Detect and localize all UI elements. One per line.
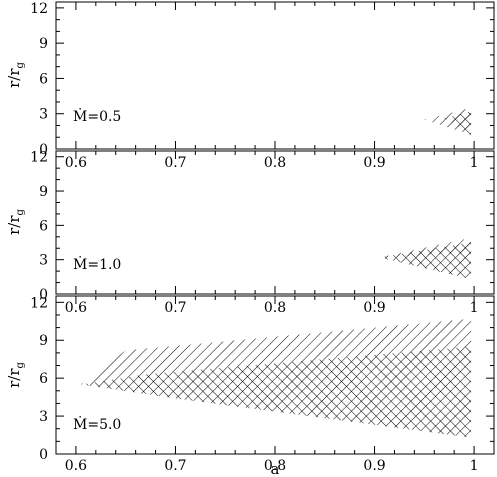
y-tick-label: 0 (39, 447, 48, 463)
svg-text:r/rg: r/rg (5, 209, 26, 235)
y-axis-label-panel-1: r/rg (5, 62, 26, 88)
y-tick-label: 0 (39, 142, 48, 158)
y-tick-label: 3 (39, 107, 48, 123)
y-tick-label: 12 (30, 295, 48, 311)
x-tick-label: 0.9 (363, 300, 385, 316)
y-axis-label-main: r/r (5, 68, 23, 88)
y-tick-label: 0 (39, 287, 48, 303)
hatched-region-cross (80, 346, 472, 438)
y-tick-label: 6 (39, 371, 48, 387)
y-tick-label: 3 (39, 253, 48, 269)
y-axis-label-panel-2: r/rg (5, 209, 26, 235)
panel-label-mdot-5-0: Ṁ=5.0 (73, 415, 121, 433)
x-tick-label: 1 (470, 155, 479, 171)
y-tick-label: 6 (39, 218, 48, 234)
hatched-region-cross (379, 242, 472, 280)
panel-mdot-0-5: 0 3 6 9 12 (30, 1, 495, 158)
panel-1-frame (55, 1, 495, 150)
x-tick-label: 0.9 (363, 155, 385, 171)
panel-mdot-5-0: 0 3 6 9 12 0.6 0.7 0.8 0.9 1 0.6 0.7 0.8 0.9 1 (30, 295, 495, 474)
hatched-region-cross (444, 111, 472, 135)
panel-mdot-1-0: 0 3 6 9 12 0.6 0.7 0.8 0.9 1 (30, 150, 495, 303)
y-axis-label-sub: g (15, 362, 26, 369)
x-tick-label-bottom: 0.8 (264, 458, 286, 474)
x-tick-label-bottom: 0.7 (164, 458, 186, 474)
y-axis-label-sub: g (15, 209, 26, 216)
y-axis-label-main: r/r (5, 215, 23, 235)
x-tick-label: 0.6 (65, 300, 87, 316)
y-axis-label-panel-3: r/rg (5, 362, 26, 388)
y-tick-label: 6 (39, 71, 48, 87)
y-tick-label: 12 (30, 1, 48, 17)
y-axis-label-sub: g (15, 62, 26, 69)
y-tick-label: 9 (39, 36, 48, 52)
x-tick-label-bottom: 0.9 (363, 458, 385, 474)
y-tick-label: 3 (39, 409, 48, 425)
panel-2-frame (55, 150, 495, 295)
svg-text:r/rg: r/rg (5, 362, 26, 388)
panel-label-mdot-0-5: Ṁ=0.5 (73, 107, 121, 125)
x-tick-label: 0.8 (264, 300, 286, 316)
x-tick-label: 0.6 (65, 155, 87, 171)
y-tick-label: 9 (39, 333, 48, 349)
x-tick-label: 1 (470, 300, 479, 316)
hatched-region-single (80, 318, 472, 385)
x-axis-label: a (271, 460, 280, 477)
y-tick-label: 12 (30, 150, 48, 166)
x-tick-label-bottom: 1 (470, 458, 479, 474)
x-tick-label: 0.7 (164, 155, 186, 171)
panel-label-mdot-1-0: Ṁ=1.0 (73, 255, 121, 273)
y-tick-label: 9 (39, 184, 48, 200)
x-tick-label: 0.8 (264, 155, 286, 171)
x-tick-label: 0.7 (164, 300, 186, 316)
y-axis-label-main: r/r (5, 368, 23, 388)
x-tick-label-bottom: 0.6 (65, 458, 87, 474)
svg-text:r/rg: r/rg (5, 62, 26, 88)
